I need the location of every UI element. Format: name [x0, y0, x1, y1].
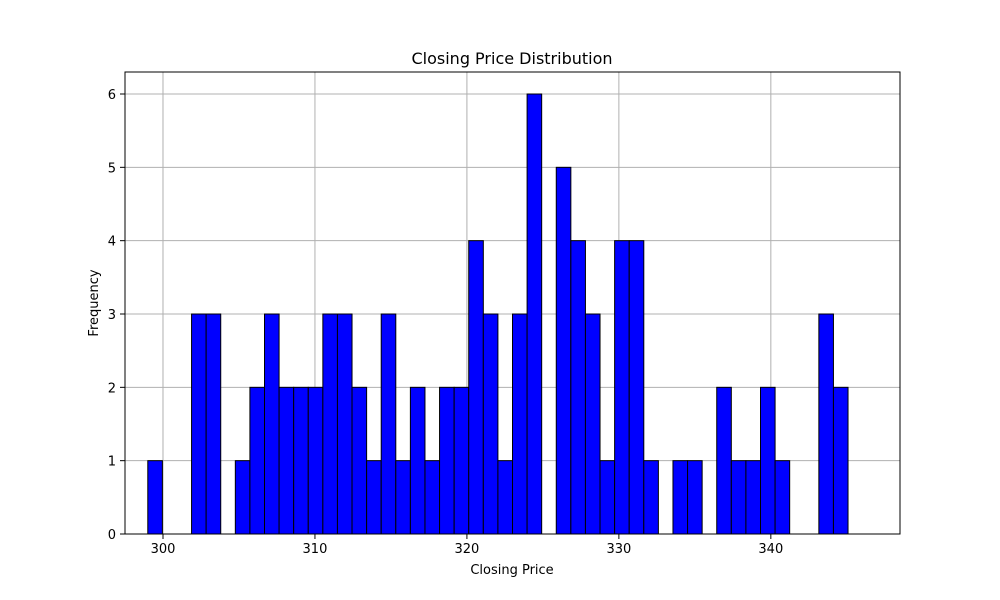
histogram-bar [249, 386, 265, 535]
histogram-bar [322, 313, 338, 535]
histogram-bar [307, 386, 324, 535]
histogram-bar [818, 313, 834, 535]
histogram-bar [760, 386, 776, 535]
histogram-bar [672, 460, 689, 535]
histogram-bar [380, 313, 397, 535]
histogram-bar [351, 386, 368, 535]
histogram-bar [234, 460, 251, 535]
y-tick-label: 2 [108, 381, 116, 396]
histogram-bar [628, 240, 645, 535]
histogram-bar [205, 313, 222, 535]
histogram-bar [555, 166, 572, 535]
x-tick-label: 330 [606, 542, 631, 557]
histogram-bar [716, 386, 732, 535]
y-tick-label: 6 [108, 88, 116, 103]
x-tick-label: 300 [151, 542, 176, 557]
histogram-bar [745, 460, 761, 535]
plot-frame [124, 71, 901, 535]
histogram-bar [147, 460, 163, 535]
x-tick-label: 340 [758, 542, 783, 557]
y-ticks: 0 1 2 3 4 5 6 [108, 88, 125, 543]
histogram-bar [453, 386, 470, 535]
histogram-bar [526, 93, 543, 535]
histogram-bar [730, 460, 747, 535]
histogram-bar [395, 460, 411, 535]
histogram-bar [336, 313, 353, 535]
histogram-bar [191, 313, 207, 535]
x-tick-label: 320 [454, 542, 479, 557]
y-tick-label: 5 [108, 161, 116, 176]
y-tick-label: 3 [108, 308, 116, 323]
histogram-bar [293, 386, 309, 535]
histogram-bar [409, 386, 426, 535]
y-tick-label: 4 [108, 235, 116, 250]
histogram-bar [482, 313, 499, 535]
histogram-bar [570, 240, 586, 535]
x-tick-label: 310 [303, 542, 328, 557]
histogram-bar [424, 460, 441, 535]
bars-layer [147, 93, 849, 535]
histogram-bar [832, 386, 849, 535]
histogram-bar [643, 460, 659, 535]
histogram-bar [468, 240, 484, 535]
histogram-bar [774, 460, 791, 535]
x-ticks: 300 310 320 330 340 [151, 534, 783, 557]
y-tick-label: 1 [108, 455, 116, 470]
histogram-bar [366, 460, 382, 535]
histogram-bar [687, 460, 703, 535]
chart-title: Closing Price Distribution [411, 49, 612, 68]
histogram-bar [264, 313, 280, 535]
y-tick-label: 0 [108, 528, 116, 543]
histogram-bar [278, 386, 295, 535]
histogram-bar [614, 240, 630, 535]
histogram-bar [497, 460, 514, 535]
x-axis-label: Closing Price [470, 563, 553, 578]
histogram-bar [599, 460, 616, 535]
histogram-bar [439, 386, 455, 535]
histogram-bar [584, 313, 601, 535]
y-axis-label: Frequency [87, 269, 102, 336]
histogram-bar [512, 313, 528, 535]
